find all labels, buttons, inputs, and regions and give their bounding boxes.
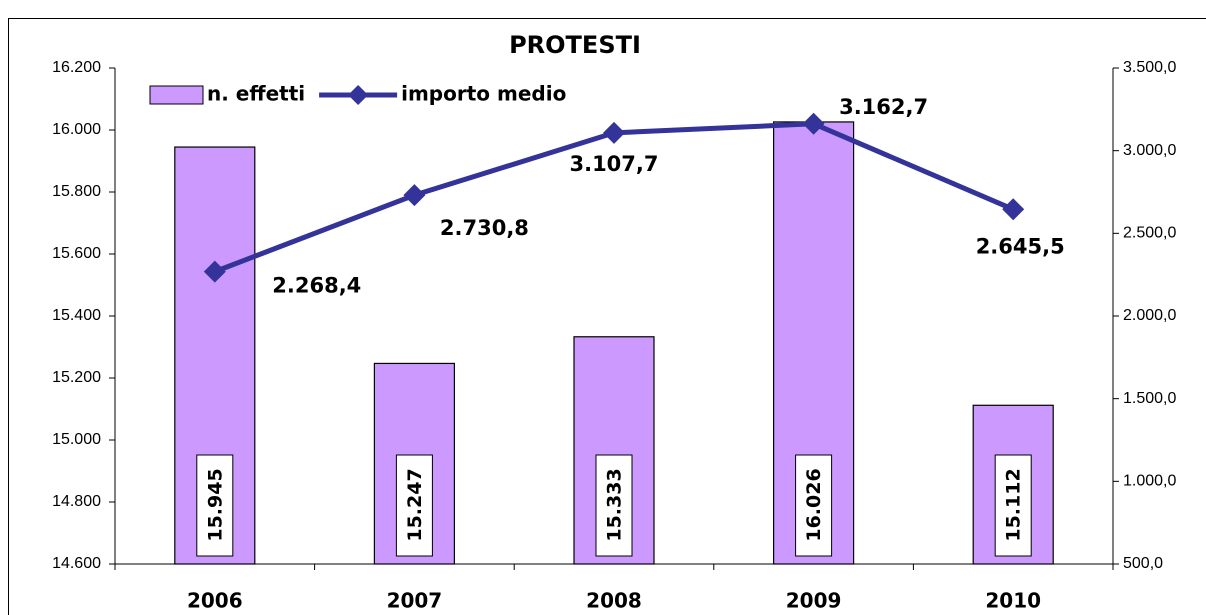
line-value-label: 3.107,7 [569, 152, 658, 176]
line-marker [802, 112, 825, 135]
x-tick-label: 2008 [586, 589, 642, 613]
y-tick-label: 15.000 [52, 431, 101, 448]
legend-marker [348, 85, 369, 105]
bar-value-label: 15.112 [1003, 468, 1025, 541]
y-tick-label: 14.600 [52, 555, 101, 572]
line-value-label: 2.645,5 [976, 234, 1065, 258]
line-marker [203, 260, 226, 283]
line-marker [603, 121, 625, 144]
y-tick-label: 16.200 [52, 59, 101, 76]
line-value-label: 3.162,7 [839, 95, 928, 119]
y-tick-label: 14.800 [52, 493, 101, 510]
y2-tick-label: 2.500,0 [1123, 225, 1176, 242]
y2-tick-label: 2.000,0 [1123, 307, 1176, 324]
line-marker [403, 184, 426, 207]
chart-title: PROTESTI [509, 31, 641, 59]
x-tick-label: 2010 [985, 589, 1041, 613]
line-value-label: 2.730,8 [440, 216, 529, 240]
y2-tick-label: 3.000,0 [1123, 142, 1176, 159]
y-tick-label: 15.200 [52, 369, 101, 386]
y2-tick-label: 3.500,0 [1123, 59, 1176, 76]
x-tick-label: 2009 [786, 589, 842, 613]
bar-label-box [395, 454, 433, 557]
bar-label-box [595, 454, 633, 557]
y-tick-label: 15.400 [52, 307, 101, 324]
y2-tick-label: 1.500,0 [1123, 390, 1176, 407]
y-tick-label: 16.000 [52, 121, 101, 138]
y2-tick-label: 500,0 [1123, 555, 1163, 572]
y2-tick-label: 1.000,0 [1123, 473, 1176, 490]
legend-swatch [149, 85, 204, 105]
legend-label: n. effetti [207, 82, 305, 106]
legend-label: importo medio [401, 82, 566, 106]
bar-label-box [795, 454, 833, 557]
bar-label-box [994, 454, 1032, 557]
bar-value-label: 15.333 [604, 468, 626, 541]
bar-value-label: 15.945 [204, 468, 226, 541]
bar-label-box [196, 454, 234, 557]
bar-value-label: 15.247 [404, 468, 426, 541]
bar-value-label: 16.026 [803, 468, 825, 541]
line-marker [1002, 198, 1025, 221]
y-tick-label: 15.600 [52, 245, 101, 262]
line-value-label: 2.268,4 [272, 274, 361, 298]
x-tick-label: 2006 [187, 589, 243, 613]
x-tick-label: 2007 [387, 589, 443, 613]
y-tick-label: 15.800 [52, 183, 101, 200]
